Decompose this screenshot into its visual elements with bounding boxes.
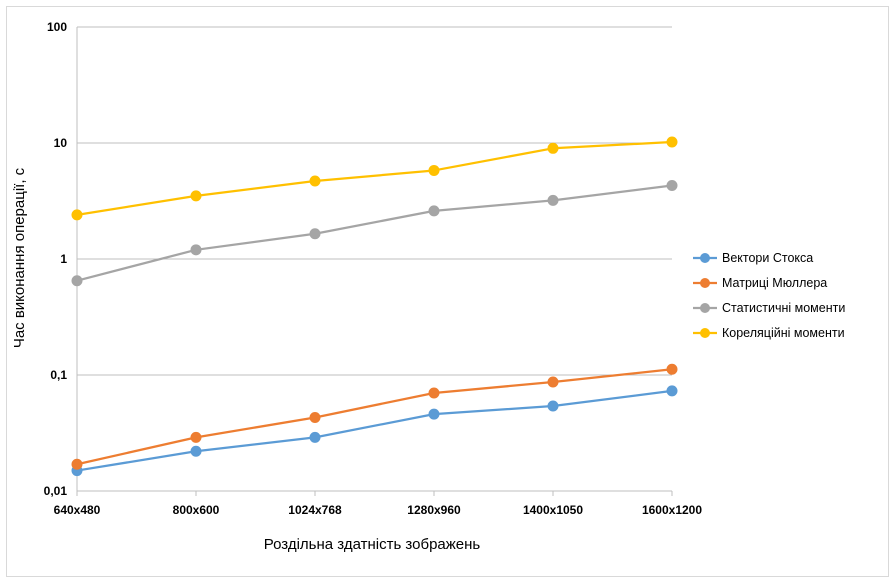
x-tick-label: 800x600 — [173, 503, 220, 517]
data-point — [309, 228, 321, 240]
data-point — [428, 408, 440, 420]
series-line — [76, 389, 673, 472]
data-point — [666, 180, 678, 192]
legend-swatch-marker — [700, 278, 710, 288]
legend-swatch-marker — [700, 328, 710, 338]
data-point — [428, 205, 440, 217]
x-tick-label: 1600x1200 — [642, 503, 702, 517]
data-point — [190, 244, 202, 256]
series-line — [76, 368, 673, 466]
series-line — [76, 184, 673, 282]
x-tick-label: 1024x768 — [288, 503, 342, 517]
legend-swatch-marker — [700, 253, 710, 263]
data-point — [547, 400, 559, 412]
data-point — [547, 142, 559, 154]
data-point — [309, 431, 321, 443]
x-tick-label: 1280x960 — [407, 503, 461, 517]
gridlines — [76, 26, 672, 492]
data-point — [190, 431, 202, 443]
legend-swatch-marker — [700, 303, 710, 313]
y-tick-label: 0,01 — [44, 484, 68, 498]
data-point — [666, 136, 678, 148]
data-point — [666, 363, 678, 375]
legend-label: Кореляційні моменти — [722, 326, 845, 340]
x-axis-ticks: 640x480 800x600 1024x768 1280x960 1400x1050 1… — [54, 491, 702, 517]
legend: Вектори Стокса Матриці Мюллера Статистичні… — [693, 251, 845, 340]
data-point — [309, 412, 321, 424]
legend-label: Статистичні моменти — [722, 301, 845, 315]
data-point — [190, 445, 202, 457]
data-point — [190, 190, 202, 202]
legend-label: Вектори Стокса — [722, 251, 813, 265]
legend-label: Матриці Мюллера — [722, 276, 827, 290]
data-point — [666, 385, 678, 397]
y-tick-label: 100 — [47, 20, 67, 34]
data-point — [71, 275, 83, 287]
y-tick-label: 10 — [54, 136, 68, 150]
data-point — [71, 458, 83, 470]
series-line — [76, 140, 673, 217]
y-tick-label: 1 — [60, 252, 67, 266]
data-point — [428, 387, 440, 399]
x-tick-label: 640x480 — [54, 503, 101, 517]
x-tick-label: 1400x1050 — [523, 503, 583, 517]
data-point — [428, 164, 440, 176]
data-point — [547, 194, 559, 206]
y-tick-label: 0,1 — [50, 368, 67, 382]
y-axis-ticks: 0,01 0,1 1 10 100 — [44, 20, 68, 498]
x-axis-title: Роздільна здатність зображень — [264, 536, 481, 553]
data-point — [71, 209, 83, 221]
y-axis-title: Час виконання операції, с — [11, 167, 28, 348]
data-point — [547, 376, 559, 388]
data-point — [309, 175, 321, 187]
series-group — [71, 136, 678, 477]
chart-frame — [6, 6, 889, 577]
